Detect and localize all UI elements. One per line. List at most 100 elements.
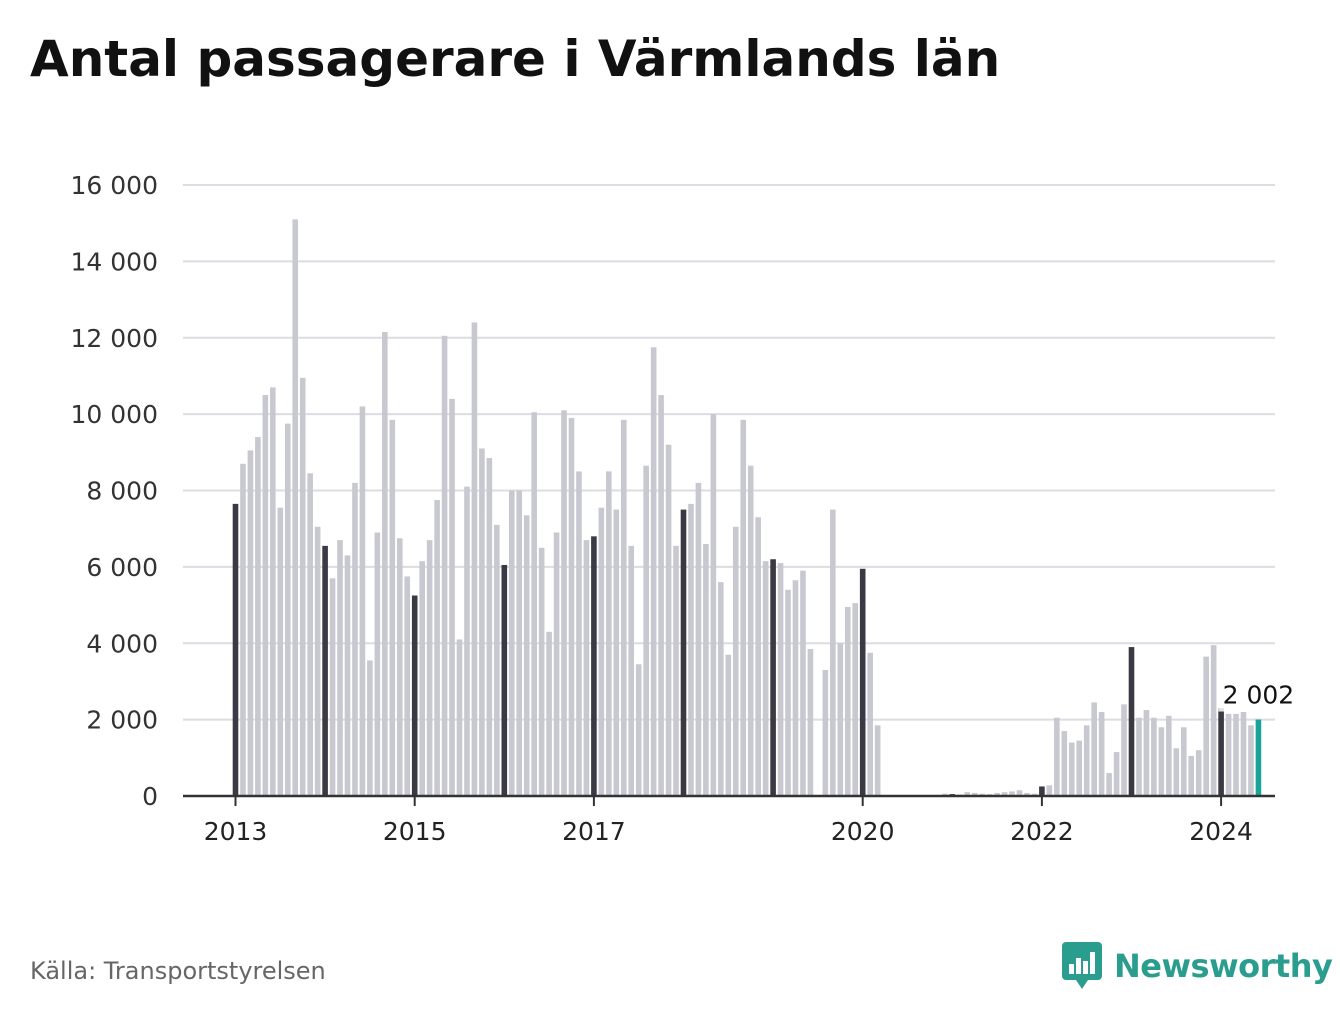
- y-tick-label: 2 000: [86, 706, 158, 735]
- x-axis: [183, 794, 1275, 806]
- bar: [665, 444, 672, 796]
- bar: [1248, 725, 1254, 796]
- bar: [1210, 645, 1217, 796]
- bar: [553, 532, 560, 796]
- bar: [598, 507, 605, 796]
- brand-name: Newsworthy: [1114, 947, 1333, 985]
- bar: [337, 540, 343, 796]
- bar: [1173, 748, 1180, 796]
- latest-value-annotation: 2 002: [1218, 677, 1299, 712]
- bar: [419, 561, 425, 796]
- bar: [270, 387, 276, 796]
- y-tick-label: 12 000: [71, 324, 158, 353]
- bar: [322, 545, 328, 796]
- bars: [232, 219, 1262, 797]
- y-tick-label: 10 000: [71, 400, 158, 429]
- bar: [867, 652, 873, 796]
- x-tick-label: 2017: [562, 817, 626, 846]
- x-tick-label: 2013: [204, 817, 268, 846]
- bar: [591, 536, 597, 796]
- bar: [1009, 791, 1015, 796]
- bar: [755, 517, 761, 796]
- chart-title: Antal passagerare i Värmlands län: [30, 30, 1001, 88]
- y-tick-label: 14 000: [71, 247, 158, 276]
- bar: [800, 570, 806, 796]
- x-tick-label: 2020: [831, 817, 895, 846]
- bar: [1091, 702, 1097, 796]
- bar: [277, 507, 284, 796]
- y-tick-label: 6 000: [86, 553, 158, 582]
- bar: [1180, 727, 1187, 796]
- bar: [1046, 785, 1053, 796]
- bar-chart: 0 2 000 4 000 6 000 8 000 10 000 12 000 14 000 1…: [70, 171, 1299, 846]
- bar: [1061, 731, 1068, 796]
- bar: [762, 561, 769, 796]
- bar: [508, 490, 515, 796]
- bar: [516, 490, 523, 796]
- bar: [718, 582, 724, 796]
- bar: [1240, 711, 1247, 796]
- bar: [299, 377, 306, 796]
- bar: [807, 648, 814, 796]
- bar: [747, 465, 754, 796]
- bar: [561, 410, 567, 796]
- bar: [606, 471, 612, 796]
- bar: [426, 540, 433, 796]
- bar: [471, 322, 478, 796]
- bar: [501, 564, 508, 796]
- bar: [777, 563, 784, 796]
- bar: [770, 559, 776, 796]
- bar: [1151, 717, 1157, 796]
- bar: [434, 500, 440, 796]
- bar: [1016, 790, 1023, 796]
- bar: [1113, 752, 1120, 796]
- bar: [994, 792, 1000, 796]
- bar: [523, 515, 530, 796]
- bar: [1054, 717, 1060, 796]
- bar: [262, 395, 269, 796]
- y-tick-label: 16 000: [71, 171, 158, 200]
- bar: [1024, 792, 1030, 796]
- bar: [710, 414, 717, 797]
- bar: [449, 398, 455, 796]
- newsworthy-icon: [1062, 942, 1102, 989]
- bar: [1195, 750, 1202, 796]
- newsworthy-logo[interactable]: Newsworthy: [1062, 940, 1333, 992]
- bar: [1143, 710, 1150, 796]
- bar: [1225, 713, 1232, 796]
- bar: [680, 509, 687, 796]
- bar: [620, 419, 627, 796]
- bar: [837, 643, 844, 796]
- bar: [389, 419, 396, 796]
- y-tick-label: 4 000: [86, 629, 158, 658]
- bar: [732, 526, 739, 796]
- bar: [396, 538, 403, 796]
- bar: [635, 664, 642, 796]
- bar: [830, 509, 836, 796]
- bar: [284, 423, 291, 796]
- bar: [874, 725, 881, 796]
- bar: [695, 482, 702, 796]
- bar: [344, 555, 351, 796]
- bar: [374, 532, 381, 796]
- bar: [1039, 786, 1045, 796]
- bar: [964, 792, 971, 796]
- bar: [411, 595, 418, 796]
- bar: [456, 639, 463, 796]
- bar: [314, 526, 321, 796]
- bar: [382, 332, 388, 796]
- bar: [494, 524, 500, 796]
- bar: [583, 540, 590, 796]
- bar: [329, 578, 336, 796]
- x-tick-label: 2015: [383, 817, 447, 846]
- bar: [538, 547, 545, 796]
- bar: [1083, 725, 1090, 796]
- x-tick-label: 2024: [1189, 817, 1253, 846]
- bar: [1218, 708, 1224, 796]
- bar: [531, 412, 537, 796]
- bar: [576, 471, 582, 796]
- bar: [292, 219, 299, 796]
- bar: [367, 660, 373, 796]
- bar: [255, 437, 261, 796]
- bar: [486, 458, 493, 796]
